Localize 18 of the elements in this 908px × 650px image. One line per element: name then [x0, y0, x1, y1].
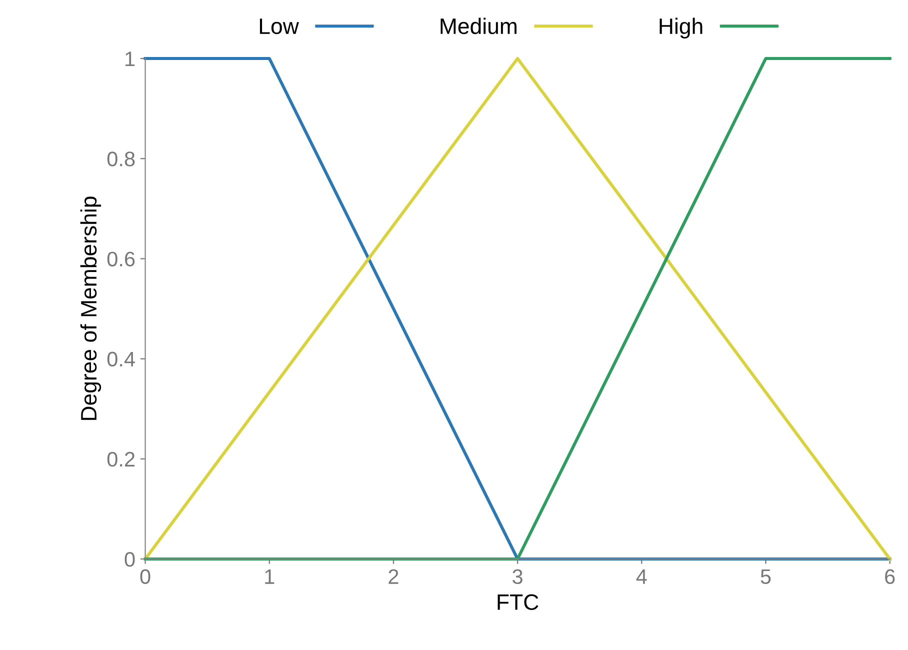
x-axis-title: FTC: [498, 594, 538, 610]
y-tick-label: 0.6: [107, 252, 135, 266]
y-tick-label: 0: [124, 552, 135, 567]
legend-label: High: [660, 18, 702, 38]
y-tick-label: 1: [126, 52, 135, 66]
y-tick-label: 0.2: [107, 452, 135, 467]
x-tick-label: 0: [140, 569, 150, 584]
x-tick-label: 6: [885, 569, 895, 584]
y-tick-label: 0.4: [107, 352, 135, 367]
y-tick-label: 0.8: [107, 152, 135, 166]
legend-label: Low: [260, 18, 299, 34]
legend-label: Medium: [440, 18, 516, 34]
x-tick-label: 4: [636, 569, 647, 584]
x-tick-label: 3: [512, 569, 522, 584]
x-tick-label: 5: [760, 569, 771, 584]
x-tick-label: 2: [388, 569, 398, 584]
x-tick-label: 1: [265, 569, 274, 584]
y-axis-title: Degree of Membership: [80, 196, 102, 420]
